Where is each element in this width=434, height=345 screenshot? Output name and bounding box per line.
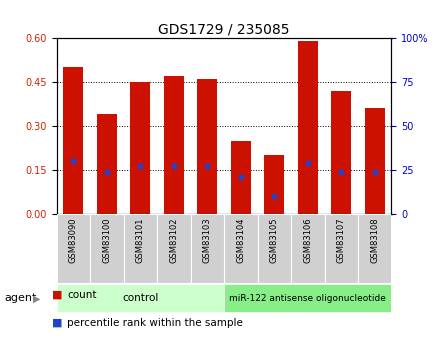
- Text: ■: ■: [52, 318, 62, 327]
- Bar: [224, 284, 391, 313]
- Bar: [230, 141, 250, 214]
- Title: GDS1729 / 235085: GDS1729 / 235085: [158, 23, 289, 37]
- Bar: [330, 91, 351, 214]
- Text: GSM83102: GSM83102: [169, 217, 178, 263]
- Bar: [364, 108, 384, 214]
- Bar: [263, 155, 284, 214]
- Text: GSM83105: GSM83105: [269, 217, 278, 263]
- Bar: [56, 214, 90, 283]
- Bar: [157, 214, 190, 283]
- Text: GSM83090: GSM83090: [69, 217, 78, 263]
- Text: GSM83106: GSM83106: [302, 217, 312, 263]
- Text: GSM83108: GSM83108: [369, 217, 378, 263]
- Bar: [63, 67, 83, 214]
- Bar: [56, 284, 224, 313]
- Bar: [163, 76, 184, 214]
- Text: GSM83104: GSM83104: [236, 217, 245, 263]
- Text: percentile rank within the sample: percentile rank within the sample: [67, 318, 243, 327]
- Text: GSM83103: GSM83103: [202, 217, 211, 263]
- Text: miR-122 antisense oligonucleotide: miR-122 antisense oligonucleotide: [229, 294, 385, 303]
- Bar: [123, 214, 157, 283]
- Bar: [130, 82, 150, 214]
- Text: count: count: [67, 290, 97, 300]
- Bar: [324, 214, 357, 283]
- Text: ▶: ▶: [33, 294, 41, 303]
- Text: GSM83107: GSM83107: [336, 217, 345, 263]
- Bar: [290, 214, 324, 283]
- Bar: [96, 114, 117, 214]
- Bar: [257, 214, 290, 283]
- Bar: [357, 214, 391, 283]
- Text: GSM83100: GSM83100: [102, 217, 111, 263]
- Bar: [197, 79, 217, 214]
- Text: GSM83101: GSM83101: [135, 217, 145, 263]
- Bar: [90, 214, 123, 283]
- Text: ■: ■: [52, 290, 62, 300]
- Bar: [224, 214, 257, 283]
- Bar: [297, 41, 317, 214]
- Text: control: control: [122, 294, 158, 303]
- Text: agent: agent: [4, 294, 36, 303]
- Bar: [190, 214, 224, 283]
